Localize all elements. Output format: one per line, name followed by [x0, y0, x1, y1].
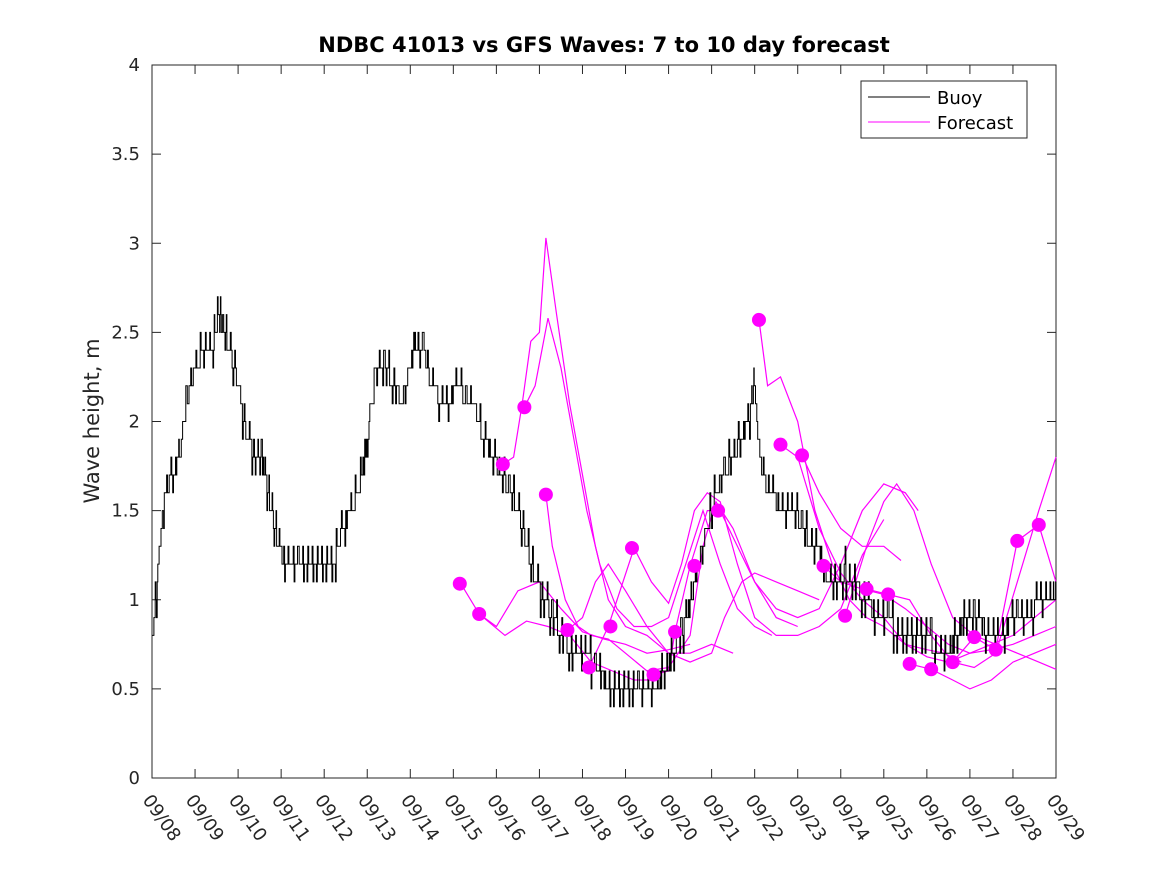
forecast-markers-group [452, 312, 1046, 682]
forecast-marker [646, 667, 661, 682]
forecast-line [823, 565, 1057, 654]
y-axis-label: Wave height, m [80, 338, 104, 503]
forecast-marker [711, 503, 726, 518]
forecast-marker [816, 558, 831, 573]
forecast-marker [859, 582, 874, 597]
forecast-marker [495, 457, 510, 472]
forecast-marker [538, 487, 553, 502]
y-tick-label: 0 [129, 768, 140, 789]
forecast-marker [603, 619, 618, 634]
forecast-marker [668, 624, 683, 639]
chart-title: NDBC 41013 vs GFS Waves: 7 to 10 day for… [318, 33, 889, 57]
forecast-marker [902, 656, 917, 671]
forecast-marker [773, 437, 788, 452]
y-tick-label: 3 [129, 233, 140, 254]
forecast-marker [687, 558, 702, 573]
forecast-marker [795, 448, 810, 463]
y-tick-label: 0.5 [111, 679, 140, 700]
legend: Buoy Forecast [860, 80, 1028, 139]
forecast-marker [881, 587, 896, 602]
forecast-line [588, 491, 885, 668]
forecast-marker [838, 608, 853, 623]
y-tick-label: 2.5 [111, 322, 140, 343]
forecast-marker [924, 662, 939, 677]
y-axis: 0 0.5 1 1.5 2 2.5 3 3.5 4 [111, 55, 1056, 789]
forecast-marker [1031, 517, 1046, 532]
forecast-line [801, 455, 902, 561]
legend-forecast-label: Forecast [937, 113, 1013, 134]
forecast-line [567, 563, 820, 663]
forecast-line [478, 581, 691, 654]
forecast-marker [967, 630, 982, 645]
forecast-marker [517, 400, 532, 415]
forecast-line [523, 317, 773, 636]
y-tick-label: 2 [129, 412, 140, 433]
buoy-line [152, 296, 1057, 708]
legend-box [860, 80, 1028, 139]
legend-buoy-label: Buoy [937, 88, 983, 109]
y-tick-label: 1.5 [111, 501, 140, 522]
y-tick-label: 4 [129, 55, 140, 76]
y-tick-label: 3.5 [111, 144, 140, 165]
forecast-line [844, 482, 1057, 670]
forecast-marker [624, 541, 639, 556]
forecast-marker [472, 607, 487, 622]
forecast-marker [452, 576, 467, 591]
forecast-marker [751, 312, 766, 327]
forecast-marker [1010, 533, 1025, 548]
forecast-marker [988, 642, 1003, 657]
forecast-line [653, 483, 919, 676]
forecast-line [866, 456, 1057, 669]
forecast-marker [560, 623, 575, 638]
y-tick-label: 1 [129, 590, 140, 611]
buoy-series-group [152, 296, 1057, 708]
forecast-marker [945, 655, 960, 670]
forecast-marker [581, 660, 596, 675]
forecast-line [758, 319, 962, 663]
